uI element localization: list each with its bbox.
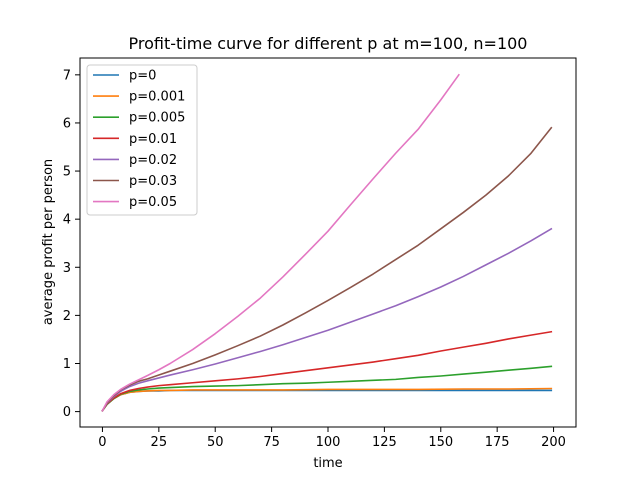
y-tick-label: 6 — [63, 116, 71, 131]
x-tick-label: 100 — [316, 435, 341, 450]
y-tick-label: 7 — [63, 68, 71, 83]
y-tick-label: 1 — [63, 357, 71, 372]
legend-entry: p=0.02 — [129, 153, 177, 168]
x-tick-label: 125 — [372, 435, 397, 450]
legend-entry: p=0.01 — [129, 132, 177, 147]
x-axis-label: time — [313, 456, 342, 471]
y-tick-label: 0 — [63, 405, 71, 420]
legend: p=0 p=0.001 p=0.005 p=0.01 p=0.02 p=0.03 p=0.0… — [86, 64, 198, 216]
x-axis-ticks: 0 25 50 75 100 125 150 175 200 — [98, 427, 566, 450]
legend-box — [86, 64, 198, 216]
legend-entry: p=0.001 — [129, 90, 185, 105]
y-tick-label: 5 — [63, 165, 71, 180]
y-axis-ticks: 0 1 2 3 4 5 6 7 — [63, 68, 80, 420]
x-tick-label: 50 — [207, 435, 224, 450]
y-tick-label: 3 — [63, 261, 71, 276]
series-line-p=0.03 — [101, 126, 553, 412]
legend-entry: p=0.05 — [129, 195, 177, 210]
series-line-p=0.005 — [101, 365, 553, 412]
y-axis-label: average profit per person — [41, 159, 56, 325]
legend-entry: p=0.03 — [129, 174, 177, 189]
y-tick-label: 2 — [63, 309, 71, 324]
series-line-p=0.02 — [101, 227, 553, 412]
x-tick-label: 150 — [428, 435, 453, 450]
legend-entry: p=0.005 — [129, 111, 185, 126]
series-line-p=0.05 — [101, 73, 460, 412]
legend-entry: p=0 — [129, 69, 156, 84]
x-tick-label: 200 — [541, 435, 566, 450]
x-tick-label: 0 — [98, 435, 106, 450]
plot-lines — [101, 73, 553, 412]
y-tick-label: 4 — [63, 213, 71, 228]
x-tick-label: 75 — [263, 435, 280, 450]
x-tick-label: 175 — [485, 435, 510, 450]
chart-title: Profit-time curve for different p at m=1… — [129, 34, 528, 53]
x-tick-label: 25 — [151, 435, 168, 450]
series-line-p=0.01 — [101, 330, 553, 412]
